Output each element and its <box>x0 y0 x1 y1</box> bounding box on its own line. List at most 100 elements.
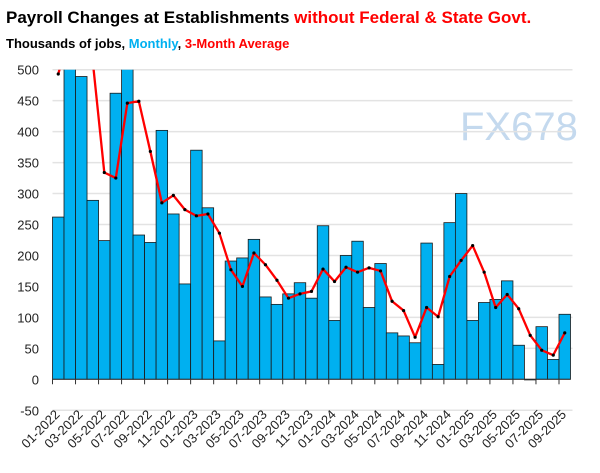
avg-point-05-2025 <box>517 307 521 311</box>
avg-point-11-2022 <box>171 193 175 197</box>
bar-01-2023 <box>190 149 203 380</box>
avg-point-06-2022 <box>114 176 118 180</box>
legend-3-month-average: 3-Month Average <box>184 36 290 51</box>
bar-10-2024 <box>431 364 445 380</box>
avg-point-07-2022 <box>125 101 129 105</box>
avg-point-09-2022 <box>148 149 152 154</box>
avg-point-03-2023 <box>217 231 222 235</box>
avg-point-03-2024 <box>355 270 360 274</box>
bar-03-2023 <box>213 340 226 380</box>
avg-point-05-2023 <box>240 284 245 289</box>
bar-04-2024 <box>362 307 376 380</box>
avg-point-01-2024 <box>332 279 337 284</box>
bar-08-2025 <box>547 359 560 380</box>
bar-02-2025 <box>478 302 491 380</box>
y-tick-label: 450 <box>17 94 39 109</box>
bar-09-2023 <box>282 293 295 380</box>
bar-04-2023 <box>224 260 238 380</box>
bar-08-2022 <box>132 234 145 380</box>
avg-point-12-2022 <box>183 208 187 212</box>
avg-point-02-2025 <box>482 270 486 274</box>
avg-point-08-2023 <box>275 278 279 282</box>
bar-03-2024 <box>351 240 364 380</box>
avg-point-06-2024 <box>390 299 394 303</box>
bar-05-2025 <box>512 344 525 380</box>
bar-03-2025 <box>489 299 502 380</box>
y-tick-label: -50 <box>20 403 39 418</box>
y-tick-label: 100 <box>17 310 39 325</box>
avg-point-06-2025 <box>528 333 532 337</box>
avg-point-08-2022 <box>137 99 141 103</box>
avg-point-05-2024 <box>378 269 383 273</box>
y-tick-label: 350 <box>17 156 39 171</box>
bar-05-2022 <box>98 240 111 380</box>
avg-point-07-2024 <box>401 308 406 313</box>
bar-12-2024 <box>454 193 468 380</box>
bar-06-2023 <box>247 238 261 380</box>
avg-point-11-2024 <box>448 274 452 279</box>
avg-point-04-2024 <box>367 266 371 270</box>
bar-02-2022 <box>63 69 76 380</box>
avg-point-02-2024 <box>344 265 348 269</box>
bar-07-2023 <box>259 296 272 380</box>
avg-point-10-2023 <box>298 292 302 296</box>
bar-01-2025 <box>466 320 479 380</box>
avg-point-12-2024 <box>459 258 463 263</box>
y-tick-label: 400 <box>17 125 39 140</box>
avg-point-06-2023 <box>252 251 256 255</box>
legend-monthly: Monthly <box>128 36 178 51</box>
bar-12-2022 <box>178 283 192 380</box>
subtitle-sep: , <box>177 36 185 51</box>
bar-06-2022 <box>109 92 122 380</box>
bar-11-2022 <box>167 213 180 380</box>
bar-02-2023 <box>201 207 215 380</box>
chart-subtitle: Thousands of jobs, Monthly, 3-Month Aver… <box>6 36 289 51</box>
bar-09-2025 <box>558 313 571 380</box>
bar-04-2022 <box>86 199 99 380</box>
avg-point-07-2023 <box>263 263 268 267</box>
bar-03-2022 <box>75 76 88 380</box>
bar-07-2022 <box>121 69 134 380</box>
bar-11-2024 <box>443 222 456 380</box>
title-main: Payroll Changes at Establishments <box>6 8 295 27</box>
avg-point-02-2022 <box>68 31 71 34</box>
avg-point-11-2023 <box>309 289 314 293</box>
series-group <box>52 31 571 381</box>
bar-08-2024 <box>408 342 422 380</box>
watermark-logo: FX678 <box>460 105 578 149</box>
bar-08-2023 <box>270 303 284 380</box>
bar-06-2024 <box>385 332 399 380</box>
avg-point-01-2023 <box>194 214 198 218</box>
avg-point-01-2025 <box>471 243 475 248</box>
avg-point-08-2024 <box>413 335 417 339</box>
y-tick-label: 500 <box>17 63 39 78</box>
y-tick-label: 50 <box>25 341 39 356</box>
avg-point-09-2023 <box>286 296 291 300</box>
avg-point-04-2023 <box>229 268 233 272</box>
y-tick-label: 150 <box>17 279 39 294</box>
y-tick-label: 300 <box>17 187 39 202</box>
avg-point-02-2023 <box>206 212 210 216</box>
y-tick-label: 0 <box>32 372 39 387</box>
y-tick-label: 250 <box>17 218 39 233</box>
title-red: without Federal & State Govt. <box>294 8 532 27</box>
bar-10-2022 <box>155 129 169 380</box>
avg-point-08-2025 <box>551 353 555 357</box>
bar-01-2022 <box>52 216 65 380</box>
y-tick-label: 200 <box>17 248 39 263</box>
avg-point-10-2024 <box>436 315 440 319</box>
bar-07-2024 <box>397 335 410 380</box>
avg-point-09-2025 <box>563 331 567 335</box>
avg-point-04-2022 <box>91 60 94 63</box>
avg-point-04-2025 <box>505 292 509 297</box>
avg-point-12-2023 <box>321 267 325 271</box>
chart-title: Payroll Changes at Establishments withou… <box>6 8 531 28</box>
bar-09-2022 <box>144 242 157 380</box>
avg-point-09-2024 <box>425 305 429 310</box>
bar-10-2023 <box>293 282 307 380</box>
avg-point-03-2022 <box>80 66 83 69</box>
subtitle-units: Thousands of jobs, <box>6 36 129 51</box>
avg-point-03-2025 <box>494 305 498 310</box>
